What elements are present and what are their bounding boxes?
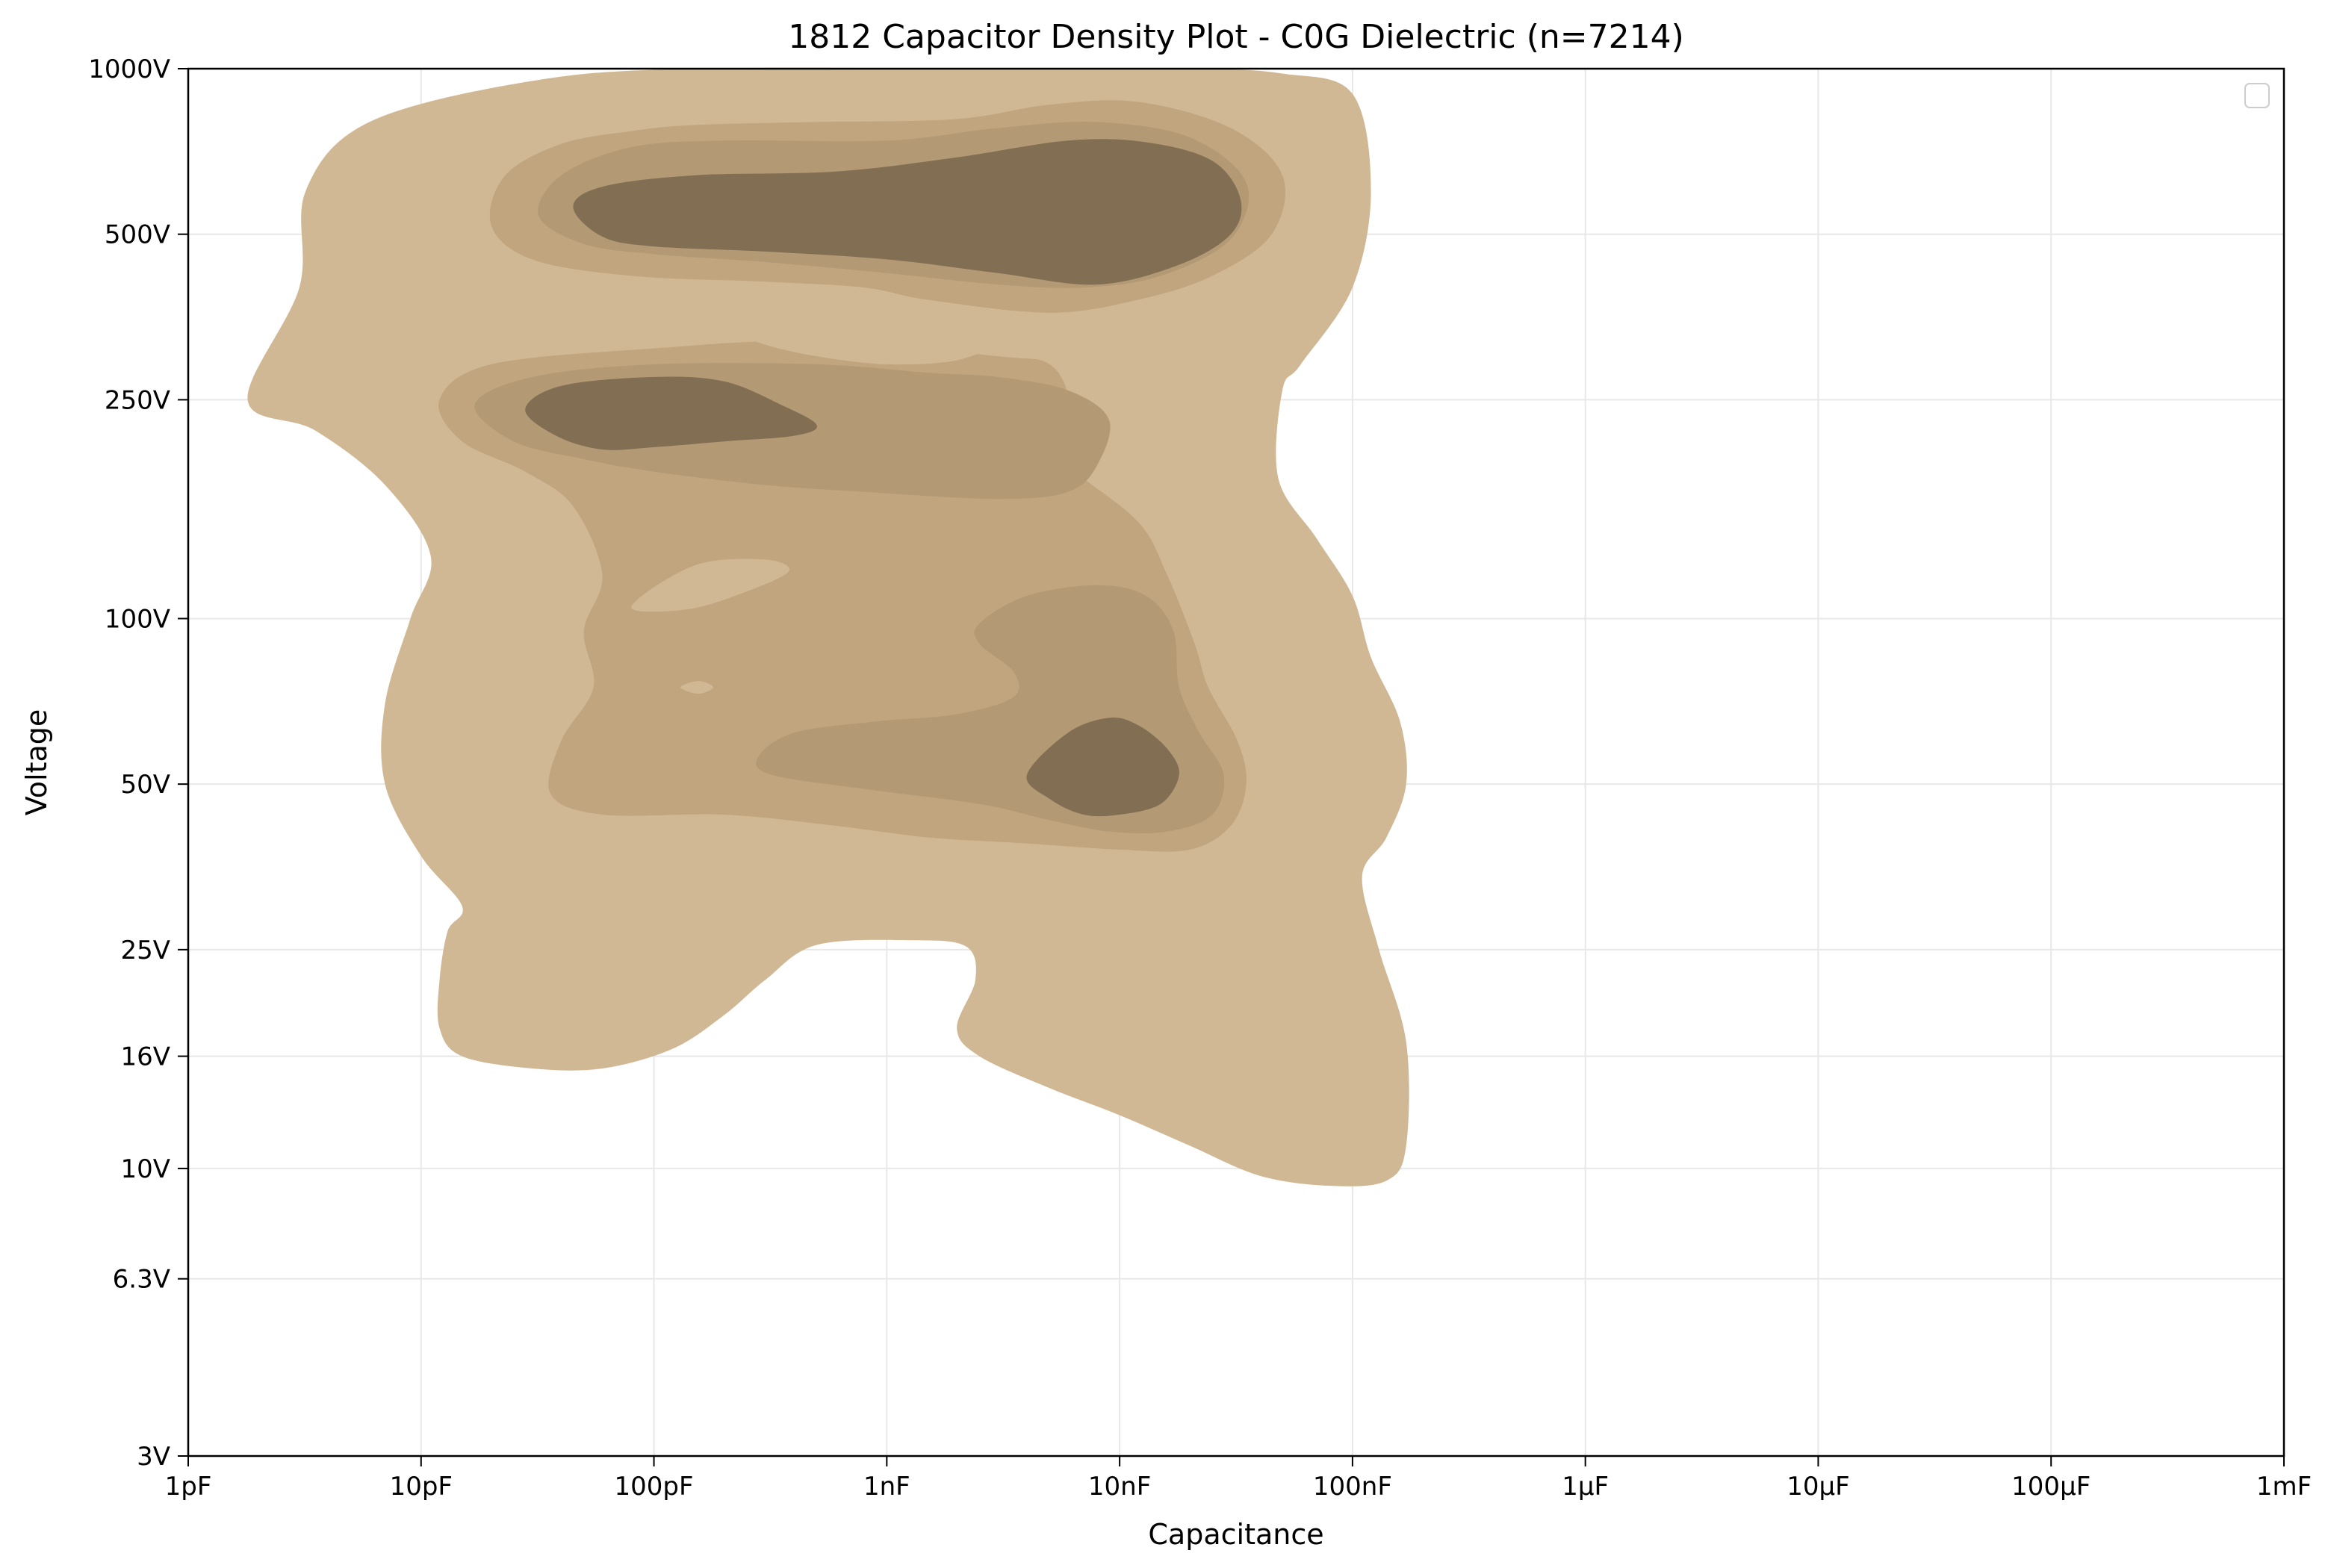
y-tick-label: 250V <box>105 385 170 415</box>
y-tick-label: 6.3V <box>113 1265 170 1295</box>
x-tick-label: 100µF <box>2011 1472 2090 1502</box>
plot-frame <box>187 67 2285 1457</box>
y-axis-label: Voltage <box>20 709 53 816</box>
axis-ticks: 1pF 10pF 100pF 1nF 10nF 100nF 1µF 10µF 100µF 1mF 3… <box>88 55 2312 1502</box>
low-density-pocket-1 <box>745 315 999 365</box>
x-tick-label: 1nF <box>863 1472 910 1502</box>
low-density-pocket-3 <box>680 681 714 694</box>
x-tick-label: 1µF <box>1562 1472 1609 1502</box>
y-tick-label: 500V <box>105 220 170 250</box>
legend-box <box>2244 83 2270 108</box>
chart-title: 1812 Capacitor Density Plot - C0G Dielec… <box>788 18 1684 56</box>
x-axis-label: Capacitance <box>1148 1518 1323 1551</box>
x-tick-label: 100nF <box>1313 1472 1392 1502</box>
y-tick-label: 3V <box>137 1442 170 1472</box>
low-density-pocket-2 <box>631 559 789 612</box>
density-level-4-region-3 <box>1026 718 1179 817</box>
y-tick-label: 1000V <box>88 55 170 84</box>
density-level-4-region-1 <box>573 139 1242 285</box>
x-tick-label: 10pF <box>390 1472 453 1502</box>
y-tick-label: 50V <box>120 770 170 800</box>
y-tick-label: 100V <box>105 604 170 634</box>
x-tick-label: 1mF <box>2256 1472 2312 1502</box>
y-tick-label: 10V <box>120 1154 170 1184</box>
density-contours <box>247 67 1409 1186</box>
y-tick-label: 16V <box>120 1042 170 1072</box>
x-tick-label: 1pF <box>165 1472 212 1502</box>
x-tick-label: 10nF <box>1088 1472 1151 1502</box>
y-tick-label: 25V <box>120 936 170 965</box>
x-tick-label: 10µF <box>1787 1472 1849 1502</box>
density-level-4-region-2 <box>525 376 817 450</box>
x-tick-label: 100pF <box>615 1472 694 1502</box>
